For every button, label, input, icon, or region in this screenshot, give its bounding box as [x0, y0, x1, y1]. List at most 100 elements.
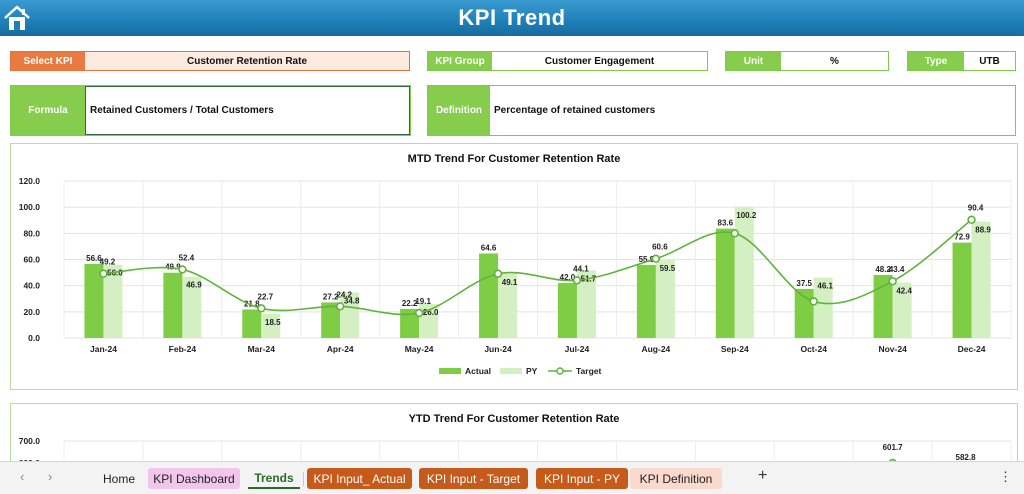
x-tick-label: Nov-24: [878, 344, 907, 354]
target-marker: [730, 229, 739, 238]
data-label-actual: 21.8: [244, 299, 260, 308]
data-label-py: 56.0: [107, 269, 123, 278]
y-tick-label: 0.0: [28, 333, 40, 343]
tab-home[interactable]: Home: [102, 471, 135, 486]
mtd-chart-panel[interactable]: MTD Trend For Customer Retention Rate 12…: [10, 143, 1018, 390]
definition-value: Percentage of retained customers: [490, 86, 1015, 135]
tab-kpi-input-py[interactable]: KPI Input - PY: [536, 468, 628, 489]
next-sheet-icon[interactable]: ›: [48, 469, 53, 484]
legend-label-target: Target: [576, 366, 602, 376]
target-marker: [178, 265, 187, 274]
target-marker: [493, 269, 503, 278]
data-label-target: 19.1: [415, 297, 431, 306]
y-tick-label: 700.0: [19, 436, 41, 446]
x-tick-label: Jun-24: [484, 344, 512, 354]
target-marker: [414, 308, 424, 318]
add-sheet-icon[interactable]: +: [758, 467, 768, 484]
y-tick-label: 20.0: [23, 307, 40, 317]
page-title: KPI Trend: [458, 5, 566, 30]
bar-py: [498, 273, 518, 338]
data-label-target: 90.4: [968, 204, 984, 213]
tab-kpi-dashboard[interactable]: KPI Dashboard: [148, 468, 240, 489]
data-label-py: 18.5: [265, 318, 281, 327]
bar-py: [971, 221, 991, 338]
type-value: UTB: [964, 52, 1015, 70]
bar-actual: [715, 228, 735, 338]
data-label-target: 52.4: [179, 253, 195, 262]
bar-actual: [794, 288, 814, 338]
y-tick-label: 60.0: [23, 255, 40, 265]
home-icon[interactable]: [2, 3, 32, 33]
data-label-target: 49.2: [100, 258, 116, 267]
data-label-target: 24.2: [336, 290, 352, 299]
bar-py: [576, 270, 596, 338]
data-label-actual: 27.2: [323, 292, 339, 301]
definition-field: Definition Percentage of retained custom…: [427, 85, 1016, 136]
x-tick-label: Mar-24: [248, 344, 276, 354]
y-tick-label: 100.0: [19, 202, 41, 212]
bar-actual: [84, 263, 104, 338]
sheet-tab-bar: ‹ › Home KPI Dashboard Trends KPI Input_…: [0, 461, 1024, 494]
bar-actual: [952, 242, 972, 338]
bar-py: [813, 277, 833, 338]
x-tick-label: Dec-24: [958, 344, 986, 354]
bar-py: [655, 260, 675, 338]
formula-field: Formula Retained Customers / Total Custo…: [10, 85, 411, 136]
legend-swatch-actual: [439, 368, 461, 374]
data-label-py: 100.2: [736, 211, 757, 220]
kpi-group-value: Customer Engagement: [492, 52, 707, 70]
kpi-group-label: KPI Group: [428, 52, 492, 70]
x-tick-label: Oct-24: [800, 344, 827, 354]
mtd-chart-title: MTD Trend For Customer Retention Rate: [407, 153, 621, 165]
target-marker: [99, 269, 108, 278]
formula-value[interactable]: Retained Customers / Total Customers: [85, 86, 410, 135]
data-label-actual: 72.9: [954, 233, 970, 242]
data-label: 582.8: [956, 453, 977, 462]
bar-py: [734, 206, 754, 338]
data-label-py: 88.9: [975, 226, 991, 235]
bar-actual: [479, 253, 499, 338]
tab-trends[interactable]: Trends: [248, 468, 300, 489]
kpi-group-field: KPI Group Customer Engagement: [427, 51, 708, 71]
formula-label: Formula: [11, 86, 85, 135]
x-tick-label: Feb-24: [169, 344, 197, 354]
data-label-py: 49.1: [502, 278, 518, 287]
type-field: Type UTB: [907, 51, 1016, 71]
bar-actual: [636, 264, 656, 338]
type-label: Type: [908, 52, 964, 70]
select-kpi-dropdown[interactable]: Customer Retention Rate: [85, 52, 409, 70]
more-options-icon[interactable]: ⋮: [999, 469, 1012, 484]
target-marker: [651, 254, 661, 263]
bar-actual: [400, 308, 420, 338]
title-banner: KPI Trend: [0, 0, 1024, 36]
data-label-py: 59.5: [660, 264, 676, 273]
x-tick-label: Aug-24: [641, 344, 670, 354]
data-label-target: 43.4: [889, 265, 905, 274]
unit-field: Unit %: [725, 51, 889, 71]
target-marker: [967, 215, 976, 224]
unit-label: Unit: [726, 52, 781, 70]
select-kpi-field: Select KPI Customer Retention Rate: [10, 51, 410, 71]
target-marker: [257, 304, 266, 313]
tab-divider: [303, 472, 304, 486]
ytd-chart-title: YTD Trend For Customer Retention Rate: [408, 413, 620, 425]
legend-marker-target: [556, 367, 564, 375]
bar-py: [340, 292, 360, 338]
select-kpi-label: Select KPI: [11, 52, 85, 70]
y-tick-label: 40.0: [23, 281, 40, 291]
bar-actual: [163, 272, 183, 338]
bar-py: [261, 313, 281, 338]
bar-actual: [242, 309, 262, 338]
y-tick-label: 80.0: [23, 228, 40, 238]
prev-sheet-icon[interactable]: ‹: [20, 469, 25, 484]
legend-swatch-py: [500, 368, 522, 374]
data-label-target: 22.7: [258, 292, 274, 301]
tab-kpi-input-target[interactable]: KPI Input - Target: [419, 468, 528, 489]
data-label-actual: 64.6: [481, 243, 497, 252]
legend-label-py: PY: [526, 366, 538, 376]
tab-kpi-input-actual[interactable]: KPI Input_ Actual: [307, 468, 412, 489]
bar-py: [103, 264, 123, 338]
tab-kpi-definition[interactable]: KPI Definition: [630, 468, 722, 489]
bar-py: [182, 276, 202, 338]
data-label-py: 34.8: [344, 296, 360, 305]
